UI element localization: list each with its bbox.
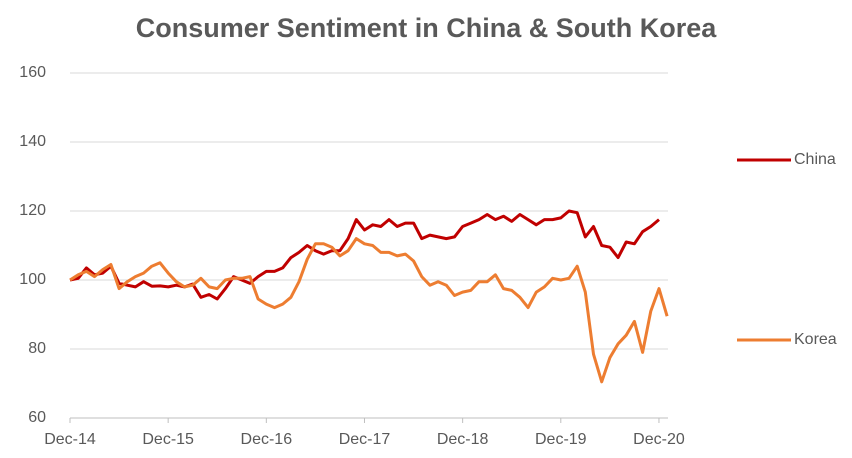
series-line [69, 209, 660, 301]
x-tick-label: Dec-15 [142, 431, 194, 448]
x-tick-label: Dec-17 [339, 431, 391, 448]
y-tick-label: 80 [28, 340, 46, 357]
chart-title: Consumer Sentiment in China & South Kore… [136, 13, 718, 43]
y-tick-label: 140 [19, 133, 46, 150]
x-tick-label: Dec-16 [241, 431, 293, 448]
x-tick-label: Dec-19 [535, 431, 587, 448]
y-tick-label: 60 [28, 409, 46, 426]
y-tick-label: 100 [19, 271, 46, 288]
y-tick-label: 160 [19, 64, 46, 81]
legend-label: Korea [794, 331, 837, 348]
y-tick-label: 120 [19, 202, 46, 219]
x-tick-label: Dec-14 [44, 431, 96, 448]
x-tick-label: Dec-20 [633, 431, 685, 448]
legend-label: China [794, 151, 836, 168]
series-line [69, 237, 669, 384]
x-tick-label: Dec-18 [437, 431, 489, 448]
